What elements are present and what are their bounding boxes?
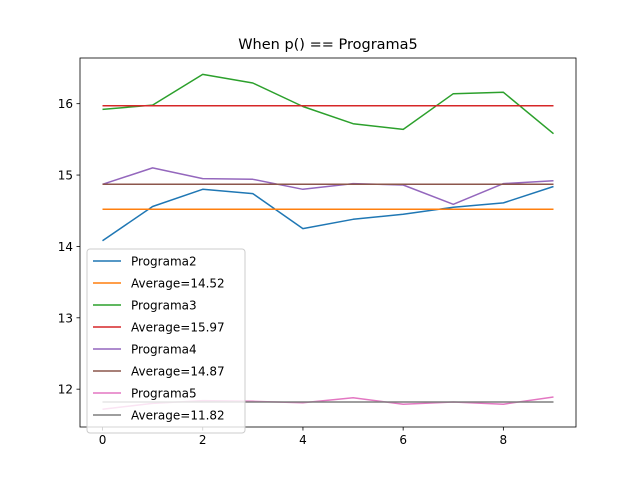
chart-title: When p() == Programa5	[238, 37, 418, 53]
series-line-0	[102, 185, 554, 242]
series-line-4	[102, 167, 554, 206]
legend-label-4: Programa4	[131, 343, 197, 357]
legend-label-7: Average=11.82	[131, 409, 225, 423]
x-tick-label-6: 6	[399, 433, 407, 447]
legend-label-2: Programa3	[131, 299, 197, 313]
x-tick-label-4: 4	[299, 433, 307, 447]
legend: Programa2 Average=14.52 Programa3 Average=1…	[86, 248, 246, 434]
axes-layer: 0 2 4 6 8 12 13 14 15 16	[58, 57, 577, 447]
x-tick-label-0: 0	[99, 433, 107, 447]
y-tick-label-14: 14	[58, 240, 73, 254]
x-tick-label-8: 8	[500, 433, 508, 447]
y-tick-label-13: 13	[58, 311, 73, 325]
y-tick-label-15: 15	[58, 169, 73, 183]
legend-label-5: Average=14.87	[131, 365, 225, 379]
y-tick-label-16: 16	[58, 97, 73, 111]
plot-frame	[79, 57, 577, 428]
legend-box	[86, 248, 246, 434]
legend-label-1: Average=14.52	[131, 277, 225, 291]
series-line-2	[102, 73, 554, 135]
legend-label-6: Programa5	[131, 387, 197, 401]
legend-label-3: Average=15.97	[131, 321, 225, 335]
x-tick-label-2: 2	[199, 433, 207, 447]
legend-label-0: Programa2	[131, 255, 197, 269]
y-tick-label-12: 12	[58, 383, 73, 397]
